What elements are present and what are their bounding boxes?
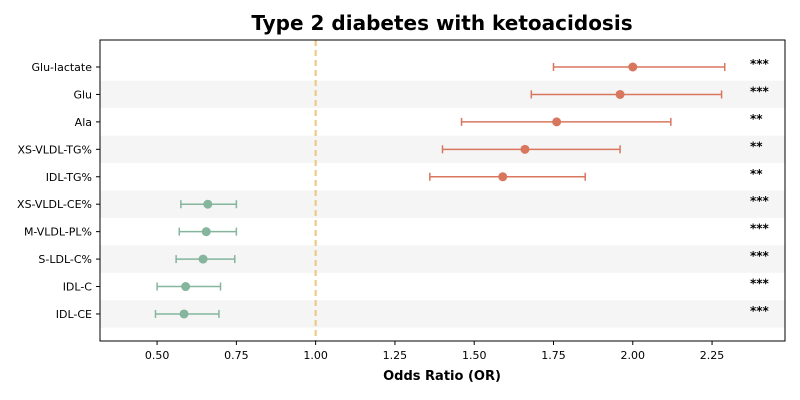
significance-labels: *************************** [750, 57, 770, 318]
significance-label: ** [750, 167, 763, 181]
or-point [181, 282, 191, 292]
x-tick-label: 0.50 [145, 349, 170, 362]
x-tick-label: 1.25 [383, 349, 408, 362]
y-tick-label: XS-VLDL-TG% [17, 143, 92, 156]
y-tick-label: Ala [75, 116, 92, 129]
chart-title: Type 2 diabetes with ketoacidosis [251, 11, 632, 35]
estimate-marks [154, 62, 726, 319]
y-tick-label: M-VLDL-PL% [24, 226, 92, 239]
x-tick-label: 2.25 [700, 349, 725, 362]
significance-label: *** [750, 277, 770, 291]
or-point [628, 62, 638, 72]
x-axis-ticks: 0.50 0.75 1.00 1.25 1.50 1.75 2.00 2.25 [145, 341, 724, 362]
x-tick-label: 0.75 [224, 349, 249, 362]
y-tick-label: IDL-C [63, 281, 93, 294]
significance-label: *** [750, 304, 770, 318]
or-point [498, 172, 508, 182]
row-labels: Glu-lactate Glu Ala XS-VLDL-TG% IDL-TG% XS-VL… [17, 61, 100, 321]
significance-label: ** [750, 112, 763, 126]
or-point [198, 254, 208, 264]
y-tick-label: IDL-CE [56, 308, 92, 321]
x-tick-label: 1.50 [462, 349, 487, 362]
significance-label: *** [750, 194, 770, 208]
or-point [615, 89, 625, 99]
or-point [552, 117, 562, 127]
or-point [203, 199, 213, 209]
x-axis-label: Odds Ratio (OR) [383, 369, 501, 384]
or-point [520, 144, 530, 154]
significance-label: ** [750, 139, 763, 153]
y-tick-label: IDL-TG% [46, 171, 92, 184]
x-tick-label: 1.75 [541, 349, 566, 362]
or-point [179, 309, 189, 319]
significance-label: *** [750, 222, 770, 236]
y-tick-label: Glu [73, 88, 92, 101]
significance-label: *** [750, 84, 770, 98]
or-point [201, 227, 211, 237]
y-tick-label: XS-VLDL-CE% [17, 198, 92, 211]
y-tick-label: Glu-lactate [32, 61, 93, 74]
plot-frame [99, 39, 786, 342]
y-tick-label: S-LDL-C% [38, 253, 92, 266]
x-tick-label: 1.00 [303, 349, 328, 362]
significance-label: *** [750, 57, 770, 71]
x-tick-label: 2.00 [621, 349, 646, 362]
significance-label: *** [750, 249, 770, 263]
